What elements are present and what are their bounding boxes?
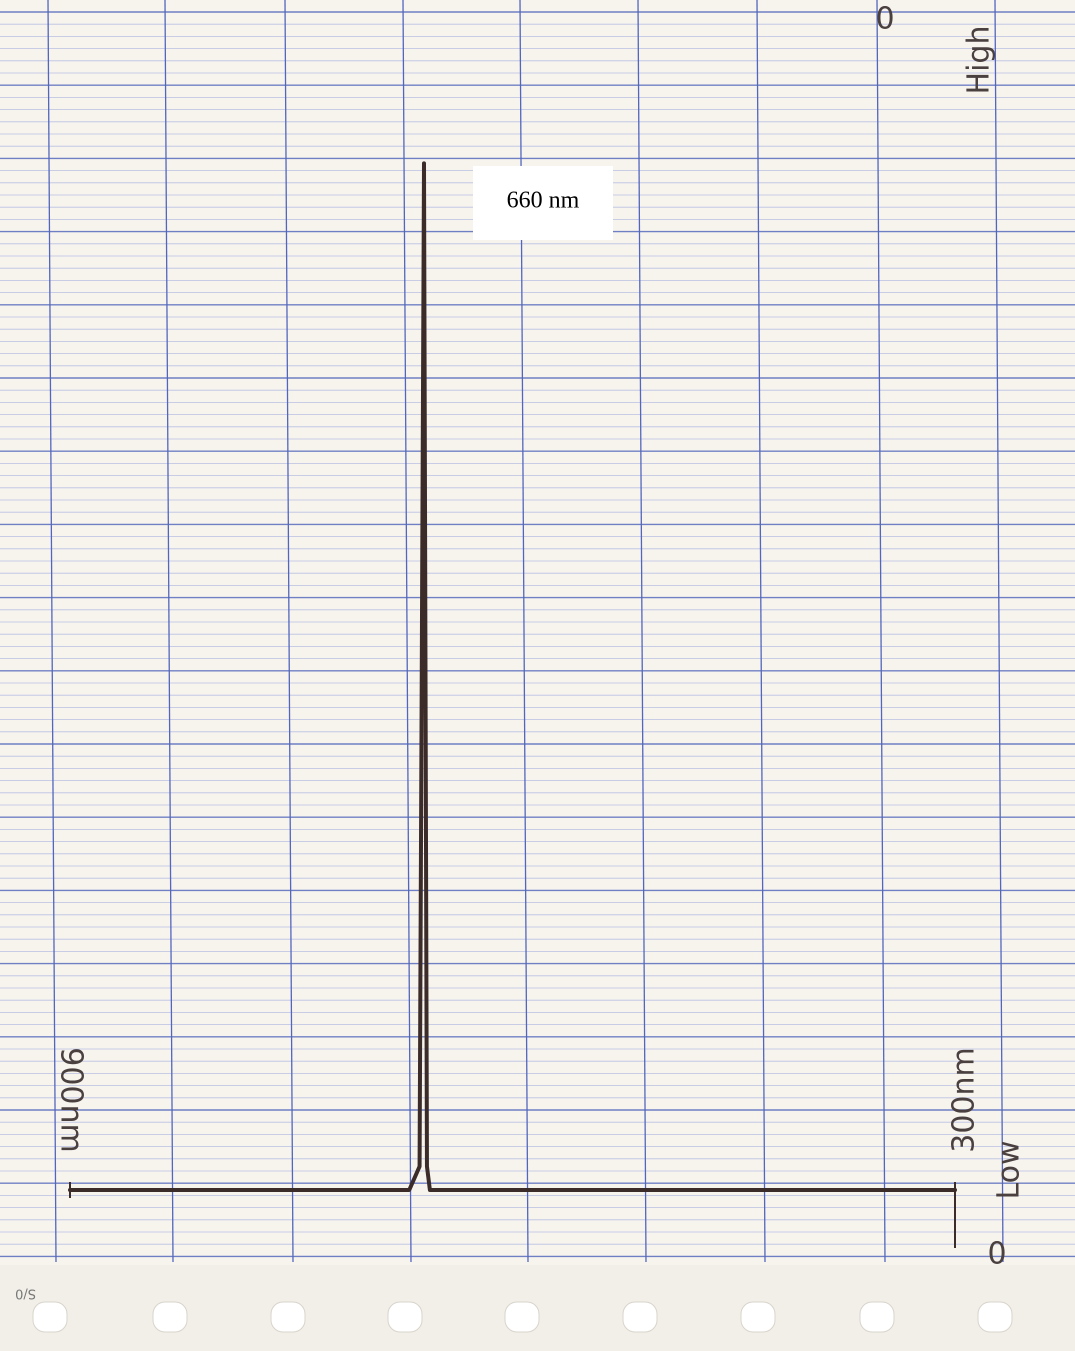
annotation: 660 nm (507, 188, 580, 214)
feed-hole (271, 1302, 305, 1332)
low-label: Low (992, 1140, 1027, 1199)
bottom-zero: 0 (987, 1237, 1006, 1272)
feed-hole (741, 1302, 775, 1332)
feed-hole (505, 1302, 539, 1332)
feed-hole (388, 1302, 422, 1332)
chart: S/0 660 nm 0 High Low 0 900nm 300nm (0, 0, 1075, 1351)
feed-holes (33, 1302, 1012, 1332)
feed-hole (978, 1302, 1012, 1332)
x-tick-label: 900nm (54, 1047, 89, 1153)
feed-hole (153, 1302, 187, 1332)
high-label: High (962, 26, 997, 95)
feed-hole (33, 1302, 67, 1332)
x-tick-label: 300nm (947, 1047, 982, 1153)
top-zero: 0 (875, 2, 894, 37)
feed-hole (860, 1302, 894, 1332)
feed-hole (623, 1302, 657, 1332)
paper-code: S/0 (15, 1286, 36, 1301)
